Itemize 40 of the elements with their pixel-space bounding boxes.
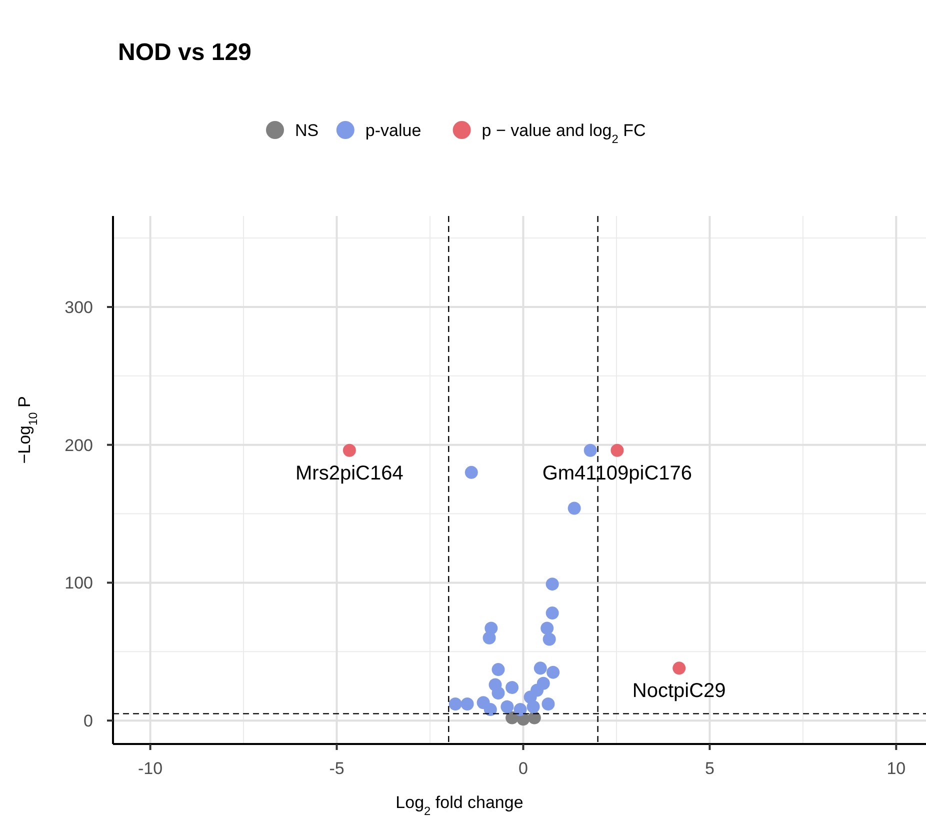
x-tick-label: -10: [138, 759, 163, 778]
point: [506, 680, 519, 694]
point: [492, 663, 505, 676]
point: [464, 466, 478, 479]
point: [610, 444, 624, 457]
point: [568, 502, 581, 515]
point: [546, 666, 560, 679]
x-tick-label: -5: [329, 759, 344, 778]
point: [584, 444, 597, 457]
point: [542, 632, 556, 646]
legend-label: NS: [295, 121, 319, 140]
x-tick-label: 10: [886, 759, 906, 778]
y-tick-label: 0: [84, 712, 93, 731]
point: [546, 606, 559, 620]
annotation: NoctpiC29: [632, 680, 726, 702]
point: [500, 700, 514, 714]
point: [342, 444, 356, 457]
point: [534, 662, 547, 675]
annotation: Mrs2piC164: [296, 462, 404, 484]
x-tick-label: 5: [704, 759, 714, 778]
x-tick-label: 0: [518, 759, 528, 778]
point: [484, 703, 497, 716]
point: [492, 686, 505, 700]
point: [546, 578, 559, 591]
legend-label: p − value and log$_{2}$ FC: [482, 121, 646, 146]
point: [448, 698, 462, 711]
y-tick-label: 200: [64, 436, 93, 455]
point: [542, 698, 555, 711]
point: [672, 662, 686, 675]
y-tick-label: 100: [64, 574, 93, 593]
point: [526, 700, 540, 714]
x-axis-title: Log$_{2}$ fold change: [396, 793, 524, 818]
legend-label: p-value: [365, 121, 422, 140]
chart-title: NOD vs 129: [118, 39, 252, 66]
point: [482, 631, 496, 644]
point: [540, 622, 554, 635]
y-tick-label: 300: [64, 298, 93, 317]
point: [514, 703, 527, 716]
annotation: Gm41109piC176: [542, 462, 692, 484]
point: [460, 698, 474, 711]
